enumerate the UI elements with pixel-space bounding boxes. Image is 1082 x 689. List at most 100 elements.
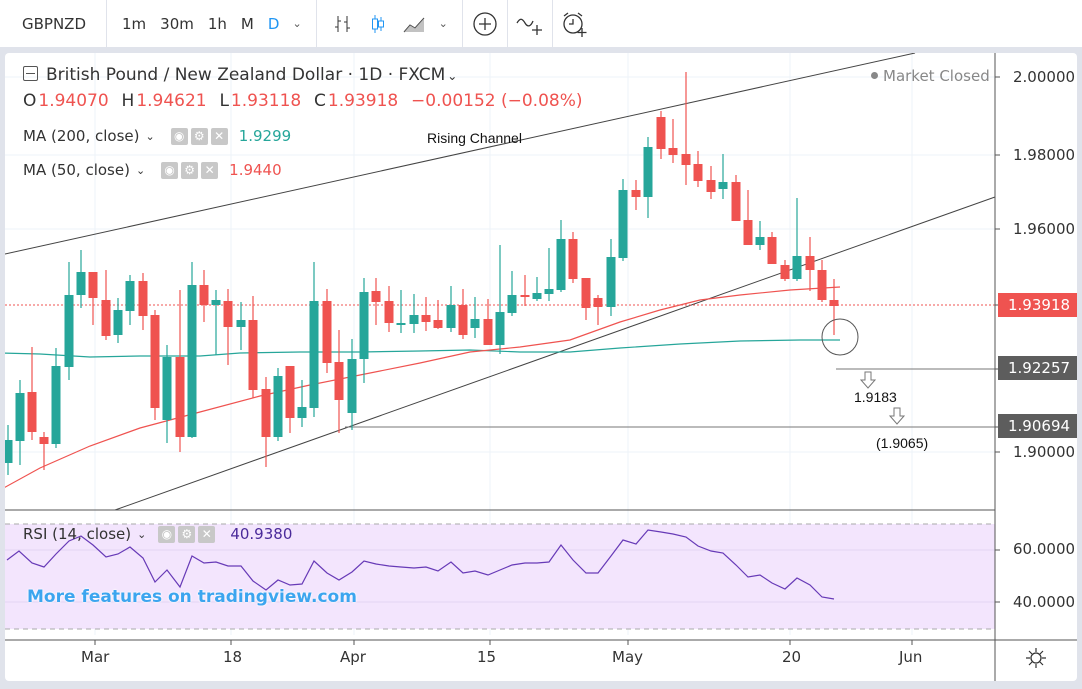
candle-body (211, 300, 221, 305)
rsi-settings-gear-icon[interactable]: ⚙ (178, 525, 196, 543)
channel-lower-line (114, 196, 996, 511)
interval-30m[interactable]: 30m (160, 14, 194, 33)
time-tick: Jun (899, 648, 923, 666)
interval-1m[interactable]: 1m (122, 14, 147, 33)
ma200-label[interactable]: MA (200, close) (23, 127, 140, 145)
last-price-tag: 1.93918 (998, 293, 1077, 317)
ma200-visibility-eye-icon[interactable]: ◉ (170, 127, 188, 145)
ma200-chevron-icon[interactable]: ⌄ (145, 129, 155, 143)
target-2-label: (1.9065) (876, 435, 929, 451)
candle-body (520, 295, 530, 297)
compare-icon[interactable] (512, 6, 548, 42)
candle-body (15, 393, 25, 441)
open-label: O (23, 91, 37, 111)
alert-group (553, 0, 597, 47)
target-1-label: 1.9183 (854, 389, 897, 405)
candle-body (743, 220, 753, 245)
candle-body (556, 239, 566, 290)
candle-body (433, 320, 443, 328)
rsi-visibility-eye-icon[interactable]: ◉ (158, 525, 176, 543)
collapse-legend-icon[interactable] (23, 66, 38, 81)
chart-panel[interactable]: British Pound / New Zealand Dollar · 1D … (5, 53, 1077, 681)
candle-body (223, 301, 233, 327)
settings-sun-icon[interactable] (1025, 647, 1047, 669)
candle-body (470, 319, 480, 328)
market-status-text: Market Closed (883, 67, 990, 85)
rsi-chevron-icon[interactable]: ⌄ (137, 527, 147, 541)
candle-body (656, 117, 666, 149)
add-indicator-icon[interactable] (467, 6, 503, 42)
open-value: 1.94070 (38, 91, 109, 111)
ma50-label[interactable]: MA (50, close) (23, 161, 130, 179)
candle-body (322, 301, 332, 363)
high-value: 1.94621 (136, 91, 207, 111)
candle-body (76, 272, 86, 295)
interval-dropdown-chevron-icon[interactable]: ⌄ (292, 17, 302, 30)
rsi-label[interactable]: RSI (14, close) (23, 525, 132, 543)
channel-upper-line (5, 53, 916, 255)
ma50-chevron-icon[interactable]: ⌄ (135, 163, 146, 177)
title-chevron-icon[interactable]: ⌄ (447, 69, 458, 83)
ma200-settings-gear-icon[interactable]: ⚙ (190, 127, 208, 145)
symbol-title: British Pound / New Zealand Dollar · 1D … (46, 65, 446, 85)
candle-body (668, 148, 678, 155)
candle-body (507, 295, 517, 313)
candle-body (817, 270, 827, 300)
ma50-remove-close-icon[interactable]: ✕ (201, 161, 219, 179)
candle-body (618, 190, 628, 258)
down-arrow-icon (859, 371, 877, 389)
candle-body (101, 300, 111, 336)
candle-body (458, 305, 468, 335)
time-tick: 18 (223, 648, 243, 666)
candle-body (309, 301, 319, 408)
symbol-search[interactable]: GBPNZD (0, 0, 107, 47)
candle-body (347, 359, 357, 413)
rsi-value: 40.9380 (230, 525, 293, 543)
candle-body (273, 376, 283, 437)
candle-body (187, 285, 197, 437)
area-icon[interactable] (397, 6, 433, 42)
candle-body (755, 237, 765, 245)
compare-group (508, 0, 553, 47)
ma50-visibility-eye-icon[interactable]: ◉ (161, 161, 179, 179)
candle-body (88, 272, 98, 298)
ma200-line (5, 339, 840, 358)
price-tick: 1.90000 (1013, 443, 1076, 461)
ma50-line (5, 286, 841, 488)
alert-icon[interactable] (557, 6, 593, 42)
candle-body (544, 289, 554, 294)
level-1-price-tag: 1.92257 (998, 356, 1077, 380)
price-tick: 1.96000 (1013, 220, 1076, 238)
interval-M[interactable]: M (240, 14, 254, 33)
candle-body (396, 323, 406, 325)
candle-body (125, 281, 135, 311)
top-toolbar: GBPNZD 1m 30m 1h M D ⌄ ⌄ (0, 0, 1082, 50)
candle-body (731, 182, 741, 221)
candle-body (606, 257, 616, 307)
candle-body (805, 256, 815, 270)
change-value: −0.00152 (−0.08%) (411, 91, 583, 111)
bars-icon[interactable] (325, 6, 361, 42)
close-label: C (314, 91, 326, 111)
candle-body (581, 278, 591, 308)
ma200-remove-close-icon[interactable]: ✕ (210, 127, 228, 145)
tradingview-promo-link[interactable]: More features on tradingview.com (27, 587, 357, 607)
candle-body (51, 366, 61, 444)
rsi-legend: RSI (14, close) ⌄ ◉ ⚙ ✕ 40.9380 (23, 525, 292, 543)
time-tick: 15 (477, 648, 497, 666)
candle-body (631, 190, 641, 197)
rsi-remove-close-icon[interactable]: ✕ (198, 525, 216, 543)
candle-body (483, 319, 493, 345)
highlight-circle (821, 318, 859, 356)
close-value: 1.93918 (327, 91, 399, 111)
down-arrow-icon (888, 407, 906, 425)
ma200-value: 1.9299 (238, 127, 292, 145)
interval-1h[interactable]: 1h (207, 14, 227, 33)
chart-type-dropdown-chevron-icon[interactable]: ⌄ (438, 17, 448, 30)
candle-body (384, 301, 394, 323)
interval-group: 1m 30m 1h M D ⌄ (107, 0, 317, 47)
ma50-settings-gear-icon[interactable]: ⚙ (181, 161, 199, 179)
ma50-value: 1.9440 (229, 161, 282, 179)
candles-icon[interactable] (361, 6, 397, 42)
interval-D[interactable]: D (267, 14, 280, 33)
